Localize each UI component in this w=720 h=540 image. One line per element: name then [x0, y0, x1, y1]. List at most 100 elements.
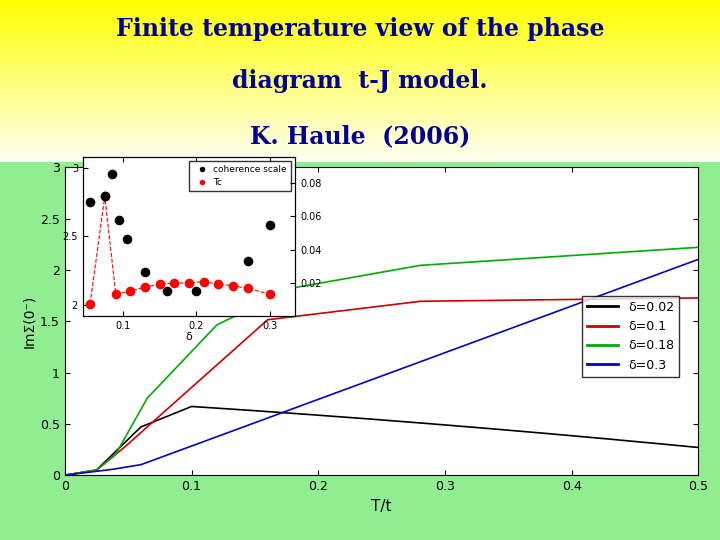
Bar [0, 154, 720, 156]
Bar [0, 118, 720, 119]
Point [110, 289, 122, 298]
Bar [0, 64, 720, 65]
Bar [0, 26, 720, 28]
Point [212, 280, 224, 289]
Bar [0, 1, 720, 2]
Point [84, 299, 96, 308]
Bar [0, 62, 720, 63]
Bar [0, 135, 720, 136]
Bar [0, 92, 720, 93]
Bar [0, 134, 720, 135]
Bar [0, 55, 720, 56]
Bar [0, 54, 720, 55]
Legend: δ=0.02, δ=0.1, δ=0.18, δ=0.3: δ=0.02, δ=0.1, δ=0.18, δ=0.3 [582, 296, 680, 376]
Point [198, 277, 210, 286]
Point [228, 281, 239, 290]
X-axis label: δ: δ [186, 332, 192, 342]
Bar [0, 72, 720, 73]
Bar [0, 66, 720, 68]
Bar [0, 4, 720, 5]
Bar [0, 53, 720, 54]
Bar [0, 132, 720, 133]
Bar [0, 124, 720, 125]
Point [154, 280, 166, 289]
Bar [0, 59, 720, 60]
Bar [0, 105, 720, 106]
Bar [0, 85, 720, 86]
Bar [0, 117, 720, 118]
Bar [0, 84, 720, 85]
Bar [0, 20, 720, 21]
Bar [0, 32, 720, 33]
Bar [0, 86, 720, 87]
Bar [0, 157, 720, 158]
Bar [0, 96, 720, 97]
Bar [0, 11, 720, 12]
Bar [0, 71, 720, 72]
Bar [0, 87, 720, 88]
Point [84, 198, 96, 206]
Bar [0, 2, 720, 3]
Bar [0, 75, 720, 76]
Bar [0, 22, 720, 23]
Bar [0, 38, 720, 39]
Y-axis label: ImΣ(0⁻): ImΣ(0⁻) [22, 295, 36, 348]
Bar [0, 120, 720, 122]
Bar [0, 108, 720, 109]
X-axis label: T/t: T/t [372, 498, 392, 514]
Bar [0, 17, 720, 18]
Bar [0, 153, 720, 154]
Bar [0, 160, 720, 161]
Bar [0, 159, 720, 160]
Bar [0, 0, 720, 1]
Bar [0, 52, 720, 53]
Bar [0, 36, 720, 37]
Bar [0, 70, 720, 71]
Text: diagram  t-J model.: diagram t-J model. [233, 69, 487, 93]
Bar [0, 50, 720, 51]
Bar [0, 65, 720, 66]
Bar [0, 95, 720, 96]
Text: Finite temperature view of the phase: Finite temperature view of the phase [116, 17, 604, 41]
Bar [0, 146, 720, 147]
Bar [0, 89, 720, 90]
Point [242, 284, 253, 293]
Bar [0, 140, 720, 141]
Bar [0, 3, 720, 4]
Point [121, 235, 132, 244]
Bar [0, 39, 720, 40]
Bar [0, 33, 720, 34]
Bar [0, 94, 720, 95]
Bar [0, 123, 720, 124]
Bar [0, 78, 720, 79]
Bar [0, 112, 720, 113]
Point [264, 289, 275, 298]
Bar [0, 91, 720, 92]
Point [161, 287, 173, 295]
Bar [0, 57, 720, 58]
Bar [0, 99, 720, 100]
Point [183, 279, 194, 287]
Bar [0, 98, 720, 99]
Bar [0, 44, 720, 45]
Bar [0, 149, 720, 150]
Point [107, 170, 118, 179]
Point [242, 256, 253, 265]
Bar [0, 144, 720, 145]
Bar [0, 14, 720, 15]
Bar [0, 129, 720, 130]
Bar [0, 43, 720, 44]
Point [125, 287, 136, 295]
Bar [0, 110, 720, 111]
Bar [0, 28, 720, 29]
Bar [0, 51, 720, 52]
Bar [0, 81, 720, 82]
Bar [0, 77, 720, 78]
Bar [0, 130, 720, 131]
Bar [0, 6, 720, 7]
Bar [0, 12, 720, 13]
Bar [0, 138, 720, 139]
Bar [0, 137, 720, 138]
Bar [0, 143, 720, 144]
Bar [0, 49, 720, 50]
